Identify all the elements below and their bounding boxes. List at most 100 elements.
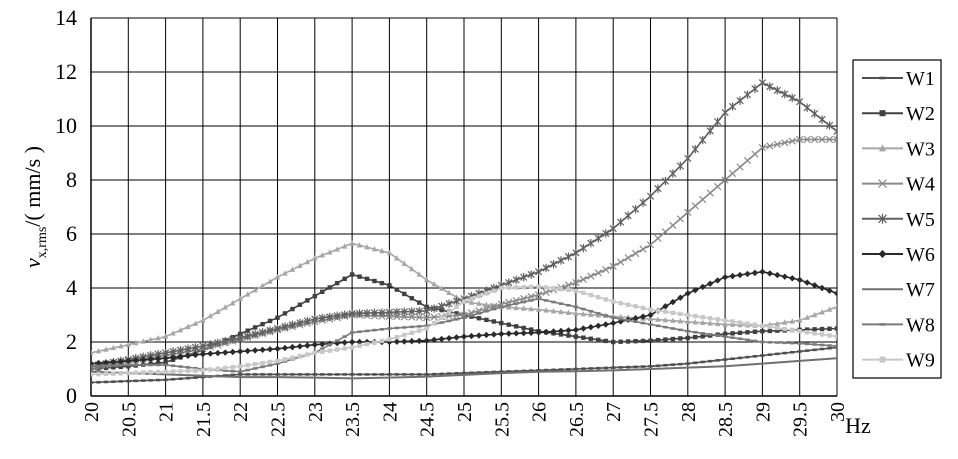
data-point [379, 280, 385, 286]
data-point [633, 365, 638, 369]
data-point [617, 258, 625, 266]
data-point [387, 337, 392, 342]
data-point [803, 135, 811, 144]
data-point [752, 355, 758, 358]
data-point [596, 312, 601, 315]
data-point [141, 370, 146, 375]
data-point [633, 320, 638, 324]
data-point [663, 325, 668, 329]
data-point [797, 350, 802, 353]
data-point [387, 373, 392, 376]
data-point [178, 377, 183, 381]
data-point [91, 365, 94, 368]
data-point [812, 327, 817, 332]
data-point [565, 309, 572, 316]
data-point [199, 350, 207, 358]
data-point [678, 328, 683, 332]
data-point [685, 329, 690, 333]
data-point [402, 332, 407, 338]
data-point [803, 279, 811, 286]
data-point [804, 349, 810, 352]
data-point [669, 298, 677, 306]
data-point [394, 326, 400, 330]
data-point [811, 282, 818, 289]
data-point [401, 338, 408, 345]
data-point [469, 314, 474, 317]
data-point [259, 282, 266, 289]
data-point [223, 374, 228, 377]
data-point [469, 371, 474, 375]
data-point [199, 341, 207, 351]
data-point [819, 326, 825, 332]
data-point [207, 350, 214, 357]
data-point [103, 346, 109, 352]
data-point [625, 339, 631, 344]
data-point [609, 262, 617, 271]
data-point [490, 331, 498, 338]
data-point [737, 320, 743, 325]
data-point [245, 373, 250, 376]
data-point [334, 339, 340, 342]
data-point [409, 330, 414, 336]
data-point [274, 345, 281, 352]
data-point [162, 355, 169, 362]
data-point [192, 351, 199, 359]
data-point [431, 281, 437, 287]
data-point [551, 286, 556, 291]
data-point [790, 341, 795, 345]
data-point [252, 286, 258, 293]
data-point [386, 249, 393, 256]
data-point [394, 255, 400, 261]
data-point [685, 312, 690, 318]
data-point [624, 254, 632, 262]
x-tick-label: 26.5 [566, 402, 588, 437]
data-point [819, 347, 825, 351]
axes [90, 18, 837, 397]
data-point [446, 319, 452, 323]
data-point [580, 310, 587, 317]
data-point [767, 353, 773, 356]
data-point [260, 321, 265, 327]
data-point [333, 311, 341, 321]
data-point [499, 305, 504, 309]
data-point [737, 337, 743, 341]
data-point [818, 115, 826, 124]
data-point [775, 328, 780, 333]
data-point [141, 379, 146, 382]
data-point [215, 366, 221, 371]
legend-label: W1 [906, 68, 935, 90]
data-point [826, 287, 833, 294]
data-point [596, 366, 601, 370]
data-point [349, 331, 355, 334]
series-line-w7 [91, 357, 837, 380]
data-point [691, 202, 699, 210]
data-point [96, 364, 101, 368]
data-point [774, 320, 781, 326]
data-point [288, 320, 297, 329]
data-point [825, 135, 834, 144]
data-point [415, 313, 423, 322]
data-point [244, 331, 252, 341]
data-point [730, 319, 735, 324]
data-point [543, 299, 549, 302]
data-point [557, 327, 565, 335]
data-point [140, 338, 146, 344]
data-point [304, 258, 311, 265]
data-point [602, 266, 610, 274]
data-point [752, 329, 758, 334]
data-point [825, 121, 834, 130]
data-point [498, 330, 505, 338]
data-point [103, 364, 109, 368]
data-point [326, 312, 334, 322]
data-point [118, 363, 124, 367]
data-point [640, 321, 646, 325]
data-point [663, 363, 668, 367]
data-point [348, 309, 356, 318]
data-point [790, 327, 795, 333]
data-point [327, 285, 332, 290]
data-point [728, 169, 737, 178]
data-point [290, 306, 295, 312]
data-point [334, 246, 340, 252]
data-point [804, 330, 810, 335]
data-point [766, 142, 774, 150]
